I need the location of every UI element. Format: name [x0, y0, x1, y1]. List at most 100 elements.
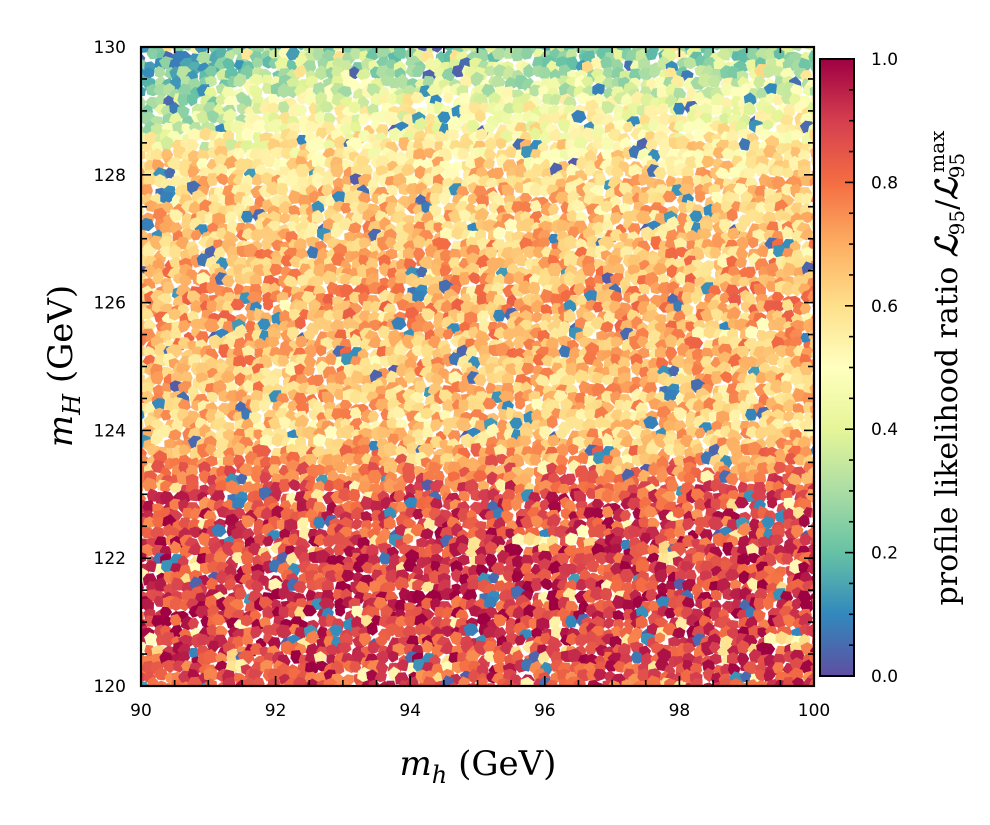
heatmap-cell	[690, 290, 702, 305]
heatmap-cell	[529, 182, 543, 198]
heatmap-cell	[483, 65, 496, 77]
heatmap-cell	[411, 345, 424, 357]
heatmap-cell	[433, 318, 445, 329]
heatmap-cell	[321, 320, 336, 332]
heatmap-cell	[442, 92, 454, 104]
heatmap-cell	[712, 146, 726, 159]
heatmap-cell	[412, 234, 427, 249]
heatmap-cell	[549, 93, 561, 106]
heatmap-cell	[286, 326, 300, 341]
heatmap-cell	[430, 372, 444, 387]
heatmap-cell	[348, 101, 361, 114]
heatmap-cell	[601, 220, 614, 233]
heatmap-cell	[395, 272, 409, 286]
heatmap-cell	[277, 354, 290, 367]
heatmap-cell	[279, 299, 292, 312]
heatmap-cell	[563, 234, 578, 250]
heatmap-cell	[258, 225, 274, 240]
heatmap-cell	[565, 56, 579, 71]
heatmap-cell	[501, 184, 514, 199]
heatmap-cell	[667, 365, 681, 377]
heatmap-cell	[396, 362, 407, 378]
heatmap-cell	[322, 147, 337, 159]
heatmap-cell	[315, 65, 328, 81]
heatmap-cell	[349, 121, 362, 134]
heatmap-cell	[609, 290, 623, 304]
heatmap-cell	[422, 172, 436, 187]
heatmap-cell	[513, 335, 526, 349]
heatmap-cell	[610, 336, 624, 348]
heatmap-cell	[573, 136, 587, 151]
heatmap-cell	[694, 191, 706, 203]
heatmap-cell	[613, 263, 625, 276]
heatmap-cell	[177, 93, 190, 108]
heatmap-cell	[316, 344, 327, 357]
heatmap-cell	[493, 226, 506, 241]
heatmap-cell	[412, 117, 427, 131]
heatmap-cell	[357, 191, 371, 205]
heatmap-cell	[700, 308, 714, 324]
heatmap-cell	[772, 165, 784, 179]
heatmap-cell	[438, 191, 450, 206]
heatmap-cell	[783, 262, 798, 276]
heatmap-cell	[763, 83, 780, 96]
heatmap-cell	[809, 338, 814, 351]
heatmap-cell	[286, 380, 301, 395]
heatmap-cell	[277, 100, 290, 114]
heatmap-cell	[484, 137, 497, 153]
heatmap-cell	[426, 84, 443, 100]
heatmap-cell	[411, 65, 424, 77]
heatmap-cell	[222, 108, 238, 124]
heatmap-cell	[600, 136, 616, 151]
heatmap-cell	[213, 245, 226, 260]
heatmap-cell	[169, 380, 182, 394]
heatmap-cell	[340, 273, 352, 287]
heatmap-cell	[670, 355, 685, 369]
heatmap-cell	[383, 111, 400, 127]
heatmap-cell	[549, 373, 562, 388]
heatmap-cell	[531, 311, 543, 323]
heatmap-cell	[638, 57, 651, 71]
heatmap-cell	[538, 237, 551, 249]
heatmap-cell	[166, 157, 181, 171]
heatmap-cell	[644, 263, 658, 276]
heatmap-cell	[311, 135, 326, 151]
heatmap-cell	[520, 47, 534, 60]
heatmap-cell	[391, 316, 407, 331]
heatmap-cell	[601, 374, 615, 385]
heatmap-cell	[781, 167, 795, 178]
heatmap-cell	[441, 67, 456, 82]
heatmap-cell	[735, 221, 748, 233]
heatmap-cell	[493, 257, 506, 269]
heatmap-cell	[349, 333, 362, 348]
heatmap-cell	[571, 109, 587, 124]
heatmap-cell	[662, 190, 677, 203]
heatmap-cell	[241, 127, 254, 142]
heatmap-cell	[458, 113, 471, 126]
heatmap-cell	[295, 104, 307, 117]
heatmap-cell	[439, 264, 452, 277]
heatmap-cell	[459, 74, 473, 88]
heatmap-cell	[759, 361, 771, 375]
heatmap-cell	[772, 317, 788, 332]
heatmap-cell	[555, 191, 571, 205]
heatmap-cell	[745, 356, 758, 368]
heatmap-cell	[549, 112, 562, 125]
heatmap-cell	[784, 345, 798, 358]
heatmap-cell	[539, 131, 553, 145]
heatmap-cell	[358, 112, 371, 127]
heatmap-cell	[781, 298, 794, 312]
heatmap-cell	[279, 212, 291, 224]
heatmap-cell	[188, 200, 201, 215]
heatmap-cell	[274, 57, 289, 72]
heatmap-cell	[188, 128, 202, 143]
heatmap-cell	[187, 165, 200, 178]
heatmap-cell	[473, 373, 487, 387]
heatmap-cell	[529, 126, 542, 141]
heatmap-cell	[286, 138, 299, 150]
heatmap-cell	[186, 92, 198, 107]
heatmap-cell	[654, 346, 668, 360]
heatmap-cell	[257, 318, 271, 331]
heatmap-cell	[653, 262, 668, 275]
heatmap-cell	[753, 75, 766, 90]
